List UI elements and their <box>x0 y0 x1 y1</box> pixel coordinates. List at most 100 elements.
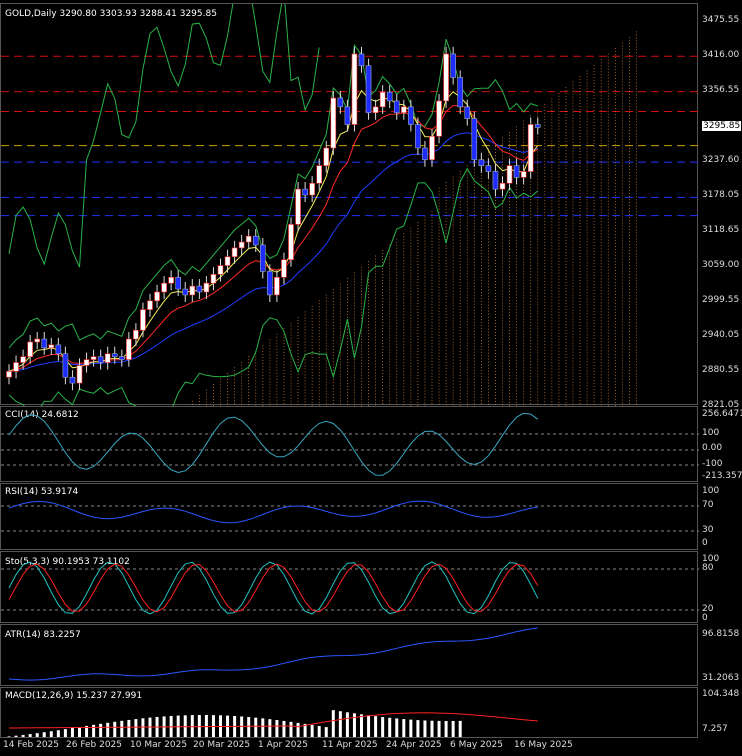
rsi-axis-label: 0 <box>702 538 708 548</box>
bull-candle <box>104 353 111 363</box>
cci-label: CCI(14) 24.6812 <box>5 410 79 420</box>
stochastic-pane[interactable]: Sto(5,3,3) 90.1953 73.1102 <box>0 551 699 623</box>
bull-candle <box>76 365 83 384</box>
bear-candle <box>513 165 520 178</box>
stoch-axis-label: 0 <box>702 613 708 623</box>
macd-histogram-bar <box>14 735 18 737</box>
bull-candle <box>281 259 287 278</box>
price-axis-label: 2821.05 <box>702 400 740 410</box>
bull-candle <box>372 106 379 114</box>
bear-candle <box>119 356 125 360</box>
bull-candle <box>210 274 217 284</box>
price-chart-svg <box>1 4 699 406</box>
cci-axis-label: 100 <box>702 428 720 438</box>
atr-axis-label: 96.8158 <box>702 629 740 639</box>
atr-svg <box>8 627 538 681</box>
macd-histogram-bar <box>310 724 314 737</box>
bull-candle <box>34 338 41 343</box>
bear-candle <box>457 77 464 108</box>
price-axis-label: 2940.05 <box>702 330 740 341</box>
macd-histogram-bar <box>204 715 208 737</box>
ma-fast-line <box>8 89 539 372</box>
bull-candle <box>133 329 139 340</box>
cci-pane[interactable]: CCI(14) 24.6812 <box>0 406 699 482</box>
rsi-axis-label: 100 <box>702 486 720 496</box>
bull-candle <box>27 341 33 357</box>
bull-candle <box>527 124 534 172</box>
price-axis-label: 3059.00 <box>702 260 740 271</box>
macd-histogram-bar <box>331 710 335 737</box>
macd-histogram-bar <box>254 717 258 737</box>
bull-candle <box>13 362 19 372</box>
bear-candle <box>408 106 414 125</box>
bull-candle <box>323 147 330 166</box>
bear-candle <box>97 356 104 363</box>
bear-candle <box>41 338 48 349</box>
chart-title: GOLD,Daily 3290.80 3303.93 3288.41 3295.… <box>5 9 217 19</box>
macd-axis: 104.348 7.257 <box>698 687 742 738</box>
macd-histogram-bar <box>303 723 307 737</box>
date-label: 10 Mar 2025 <box>130 740 188 750</box>
macd-histogram-bar <box>338 711 342 737</box>
bull-candle <box>83 359 90 366</box>
macd-histogram-bar <box>317 726 321 737</box>
bear-candle <box>302 188 308 196</box>
bull-candle <box>330 97 337 149</box>
macd-histogram-bar <box>282 720 286 737</box>
price-axis-label: 3356.55 <box>702 85 740 96</box>
macd-histogram-bar <box>190 715 194 737</box>
bear-candle <box>393 100 400 114</box>
stoch-axis-label: 20 <box>702 604 714 614</box>
bull-candle <box>400 106 407 114</box>
cci-line <box>8 412 539 476</box>
macd-histogram-bar <box>345 712 349 737</box>
macd-histogram-bar <box>402 719 406 737</box>
ma-slow-line <box>8 132 538 372</box>
macd-histogram-bar <box>374 716 378 737</box>
lagging-span <box>8 4 320 268</box>
bull-candle <box>20 356 26 363</box>
price-axis: 3475.55 3416.00 3356.55 3295.85 3237.60 3178.… <box>698 3 742 410</box>
bull-candle <box>274 277 280 296</box>
date-label: 24 Apr 2025 <box>386 740 442 750</box>
macd-histogram-bar <box>70 728 74 737</box>
macd-svg <box>7 710 538 737</box>
macd-histogram-bar <box>430 720 434 737</box>
bull-candle <box>6 371 12 378</box>
macd-histogram-bar <box>289 721 293 737</box>
bear-candle <box>182 288 189 296</box>
bear-candle <box>464 106 471 119</box>
macd-histogram-bar <box>444 720 448 737</box>
macd-histogram-bar <box>7 736 11 737</box>
bear-candle <box>267 271 273 296</box>
bull-candle <box>295 188 301 225</box>
price-chart-pane[interactable]: GOLD,Daily 3290.80 3303.93 3288.41 3295.… <box>0 3 699 406</box>
macd-histogram-bar <box>381 716 385 737</box>
atr-line <box>8 627 538 681</box>
macd-histogram-bar <box>56 730 60 737</box>
price-axis-label: 2880.55 <box>702 365 740 376</box>
macd-histogram-bar <box>120 720 124 737</box>
stochastic-svg <box>1 561 699 615</box>
price-axis-label: 3178.05 <box>702 190 740 201</box>
macd-signal-line <box>9 712 538 729</box>
bull-candle <box>231 247 238 258</box>
bull-candle <box>379 91 386 108</box>
bollinger-lower <box>8 167 539 406</box>
bull-candle <box>443 53 449 102</box>
cci-axis-label: -100 <box>702 459 723 469</box>
bull-candle <box>126 338 132 360</box>
rsi-axis-label: 70 <box>702 500 714 510</box>
stoch-k-line <box>8 561 539 615</box>
macd-histogram-bar <box>275 720 279 737</box>
bull-candle <box>140 309 146 331</box>
atr-pane[interactable]: ATR(14) 83.2257 <box>0 624 698 686</box>
macd-histogram-bar <box>261 718 265 737</box>
macd-histogram-bar <box>49 731 53 737</box>
date-label: 11 Apr 2025 <box>322 740 378 750</box>
stoch-d-line <box>8 563 539 613</box>
rsi-pane[interactable]: RSI(14) 53.9174 <box>0 483 699 550</box>
price-axis-label: 3295.85 <box>702 120 742 131</box>
macd-pane[interactable]: MACD(12,26,9) 15.237 27.991 <box>0 687 698 738</box>
macd-histogram-bar <box>360 714 363 737</box>
